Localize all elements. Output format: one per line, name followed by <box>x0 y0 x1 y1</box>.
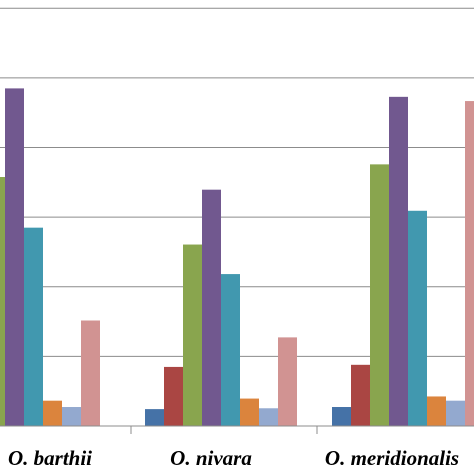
category-label: O. nivara <box>170 446 252 470</box>
bar <box>145 409 164 426</box>
bar <box>332 407 351 426</box>
bar <box>465 101 474 426</box>
bar <box>351 364 370 426</box>
bar <box>240 398 259 426</box>
bar <box>5 88 24 427</box>
bar <box>81 320 100 426</box>
bar <box>24 227 43 426</box>
bar <box>446 400 465 426</box>
bar <box>259 408 278 426</box>
bar <box>427 396 446 426</box>
x-axis-ticks <box>130 426 318 434</box>
bar <box>0 177 5 426</box>
bars <box>0 88 474 427</box>
bar <box>370 164 389 427</box>
category-label: O. meridionalis <box>325 446 459 470</box>
category-labels: O. barthii O. nivara O. meridionalis <box>8 446 459 470</box>
bar <box>408 210 427 426</box>
bar <box>43 400 62 426</box>
bar <box>278 337 297 426</box>
bar <box>62 407 81 426</box>
bar <box>389 96 408 426</box>
bar <box>164 366 183 426</box>
category-label: O. barthii <box>8 446 92 470</box>
bar <box>202 189 221 426</box>
bar <box>183 244 202 426</box>
bar <box>221 274 240 426</box>
